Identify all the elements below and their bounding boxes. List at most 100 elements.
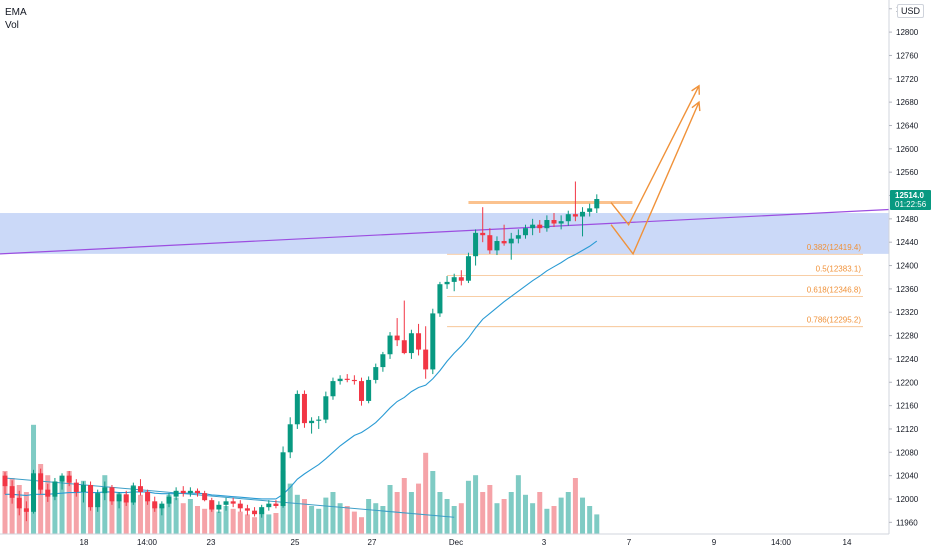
candle[interactable] (480, 207, 486, 243)
candle[interactable] (458, 270, 464, 286)
currency-button[interactable]: USD (896, 4, 924, 18)
candle[interactable] (137, 479, 143, 496)
candle[interactable] (530, 218, 536, 236)
candle[interactable] (522, 224, 528, 239)
candle[interactable] (252, 507, 258, 517)
candle[interactable] (594, 194, 600, 214)
candle[interactable] (558, 215, 564, 230)
candle[interactable] (487, 228, 493, 254)
candle[interactable] (216, 501, 222, 513)
candle[interactable] (31, 469, 37, 514)
candle[interactable] (351, 375, 357, 385)
candle[interactable] (73, 479, 79, 497)
candle[interactable] (430, 308, 436, 375)
candle[interactable] (266, 500, 272, 511)
candle[interactable] (66, 470, 72, 487)
candle[interactable] (116, 491, 122, 509)
volume-trend-line[interactable] (4, 477, 455, 518)
candle[interactable] (230, 497, 236, 508)
candle[interactable] (408, 329, 414, 359)
projection-path[interactable] (610, 85, 700, 226)
candle[interactable] (159, 501, 165, 516)
candle[interactable] (423, 326, 429, 379)
candle[interactable] (465, 252, 471, 284)
candle[interactable] (173, 487, 179, 501)
volume-bar (223, 506, 229, 534)
candle[interactable] (473, 229, 479, 266)
candle[interactable] (273, 500, 279, 509)
time-axis[interactable]: 18 14:00 23 25 27 Dec 3 7 9 14:00 14 (0, 533, 932, 550)
candle[interactable] (565, 210, 571, 226)
candle-body (551, 220, 557, 224)
candle[interactable] (123, 490, 129, 506)
candle[interactable] (380, 351, 386, 372)
candle[interactable] (52, 477, 58, 501)
ema-polyline[interactable] (5, 240, 598, 500)
candle[interactable] (301, 390, 307, 428)
candle[interactable] (587, 203, 593, 217)
candle[interactable] (130, 482, 136, 505)
candle[interactable] (9, 480, 15, 504)
candle[interactable] (323, 391, 329, 424)
candle[interactable] (451, 273, 457, 292)
candle[interactable] (23, 501, 29, 522)
trendline-line[interactable] (0, 208, 890, 255)
candle[interactable] (515, 229, 521, 244)
candle[interactable] (38, 468, 44, 495)
candle[interactable] (109, 484, 115, 505)
candle[interactable] (359, 377, 364, 406)
candle[interactable] (366, 376, 372, 404)
price-axis[interactable]: 11960 12000 12040 12080 12120 12160 12200 12240… (888, 0, 932, 534)
candle-body (152, 501, 158, 509)
projection-path[interactable] (610, 101, 700, 256)
candle[interactable] (202, 490, 208, 502)
candle[interactable] (59, 473, 65, 490)
candle[interactable] (373, 363, 379, 384)
candle[interactable] (294, 390, 300, 429)
candle[interactable] (95, 489, 101, 512)
candle[interactable] (508, 232, 514, 260)
candle[interactable] (244, 504, 250, 516)
candle[interactable] (437, 281, 443, 317)
candle[interactable] (337, 375, 343, 385)
candle[interactable] (416, 323, 422, 356)
candle[interactable] (572, 181, 578, 222)
candle[interactable] (444, 276, 450, 289)
candle[interactable] (145, 489, 151, 505)
candle[interactable] (580, 207, 586, 237)
candle[interactable] (309, 417, 315, 434)
candle[interactable] (102, 481, 108, 501)
candle[interactable] (152, 496, 158, 512)
candle[interactable] (544, 215, 550, 232)
candle[interactable] (401, 300, 407, 355)
candle[interactable] (537, 220, 543, 233)
candle[interactable] (394, 318, 400, 347)
candle[interactable] (45, 483, 51, 502)
candle[interactable] (387, 332, 393, 359)
candle[interactable] (80, 481, 86, 503)
candle[interactable] (316, 416, 322, 429)
candle[interactable] (237, 500, 243, 512)
candle[interactable] (187, 487, 193, 497)
candle[interactable] (180, 486, 186, 497)
candle[interactable] (501, 224, 507, 246)
candle[interactable] (551, 213, 557, 228)
candle[interactable] (259, 504, 265, 518)
candle[interactable] (16, 490, 22, 516)
candle[interactable] (166, 493, 172, 508)
candle[interactable] (195, 488, 201, 497)
ema-legend[interactable]: EMA (5, 7, 27, 18)
candle[interactable] (280, 446, 286, 508)
last-price-tag[interactable] (890, 190, 931, 211)
candle[interactable] (223, 497, 229, 511)
candle[interactable] (287, 417, 293, 459)
candle[interactable] (209, 497, 215, 512)
candle[interactable] (88, 481, 94, 511)
candle[interactable] (330, 377, 336, 400)
candle[interactable] (2, 472, 8, 495)
vol-legend[interactable]: Vol (5, 20, 19, 31)
candle[interactable] (344, 374, 350, 383)
candle[interactable] (494, 236, 500, 256)
